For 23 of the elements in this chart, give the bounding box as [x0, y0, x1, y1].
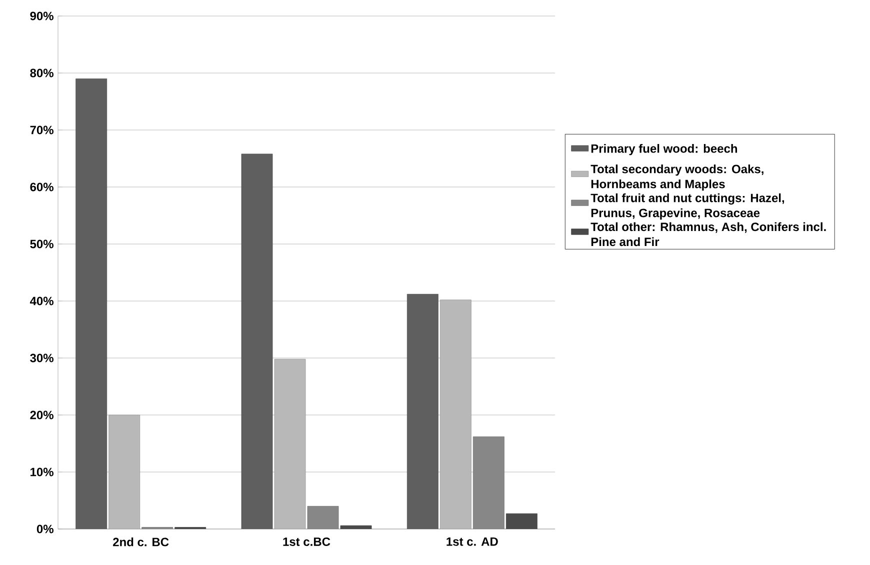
x-tick-label: 1st c.BC [283, 537, 330, 546]
y-tick-label: 30% [30, 354, 54, 362]
y-tick-label: 20% [30, 410, 54, 420]
y-tick-label: 70% [30, 126, 54, 134]
y-tick-label: 50% [30, 240, 54, 248]
bar [307, 506, 339, 529]
y-tick-label: 80% [30, 68, 54, 78]
legend-label: Primary fuel wood: beech [591, 144, 738, 156]
y-tick-label: 60% [30, 182, 54, 192]
y-tick-label: 10% [30, 468, 54, 476]
y-tick-label: 40% [30, 296, 54, 306]
y-tick-label: 90% [30, 12, 54, 20]
bar [506, 513, 538, 529]
bar [406, 294, 438, 529]
bar [241, 154, 273, 529]
legend-label: Total fruit and nut cuttings: Hazel, Prunus, Grapevine, Rosaceae [590, 193, 784, 220]
bar [76, 78, 108, 529]
y-tick-label: 0% [36, 524, 54, 534]
legend-label: Total other: Rhamnus, Ash, Conifers incl. Pine and Fir [590, 222, 826, 246]
bar [472, 436, 504, 529]
legend-label: Total secondary woods: Oaks, Hornbeams and Maples [590, 164, 764, 191]
x-tick-label: 1st c. AD [446, 537, 498, 546]
x-tick-label: 2nd c. BC [113, 537, 169, 546]
